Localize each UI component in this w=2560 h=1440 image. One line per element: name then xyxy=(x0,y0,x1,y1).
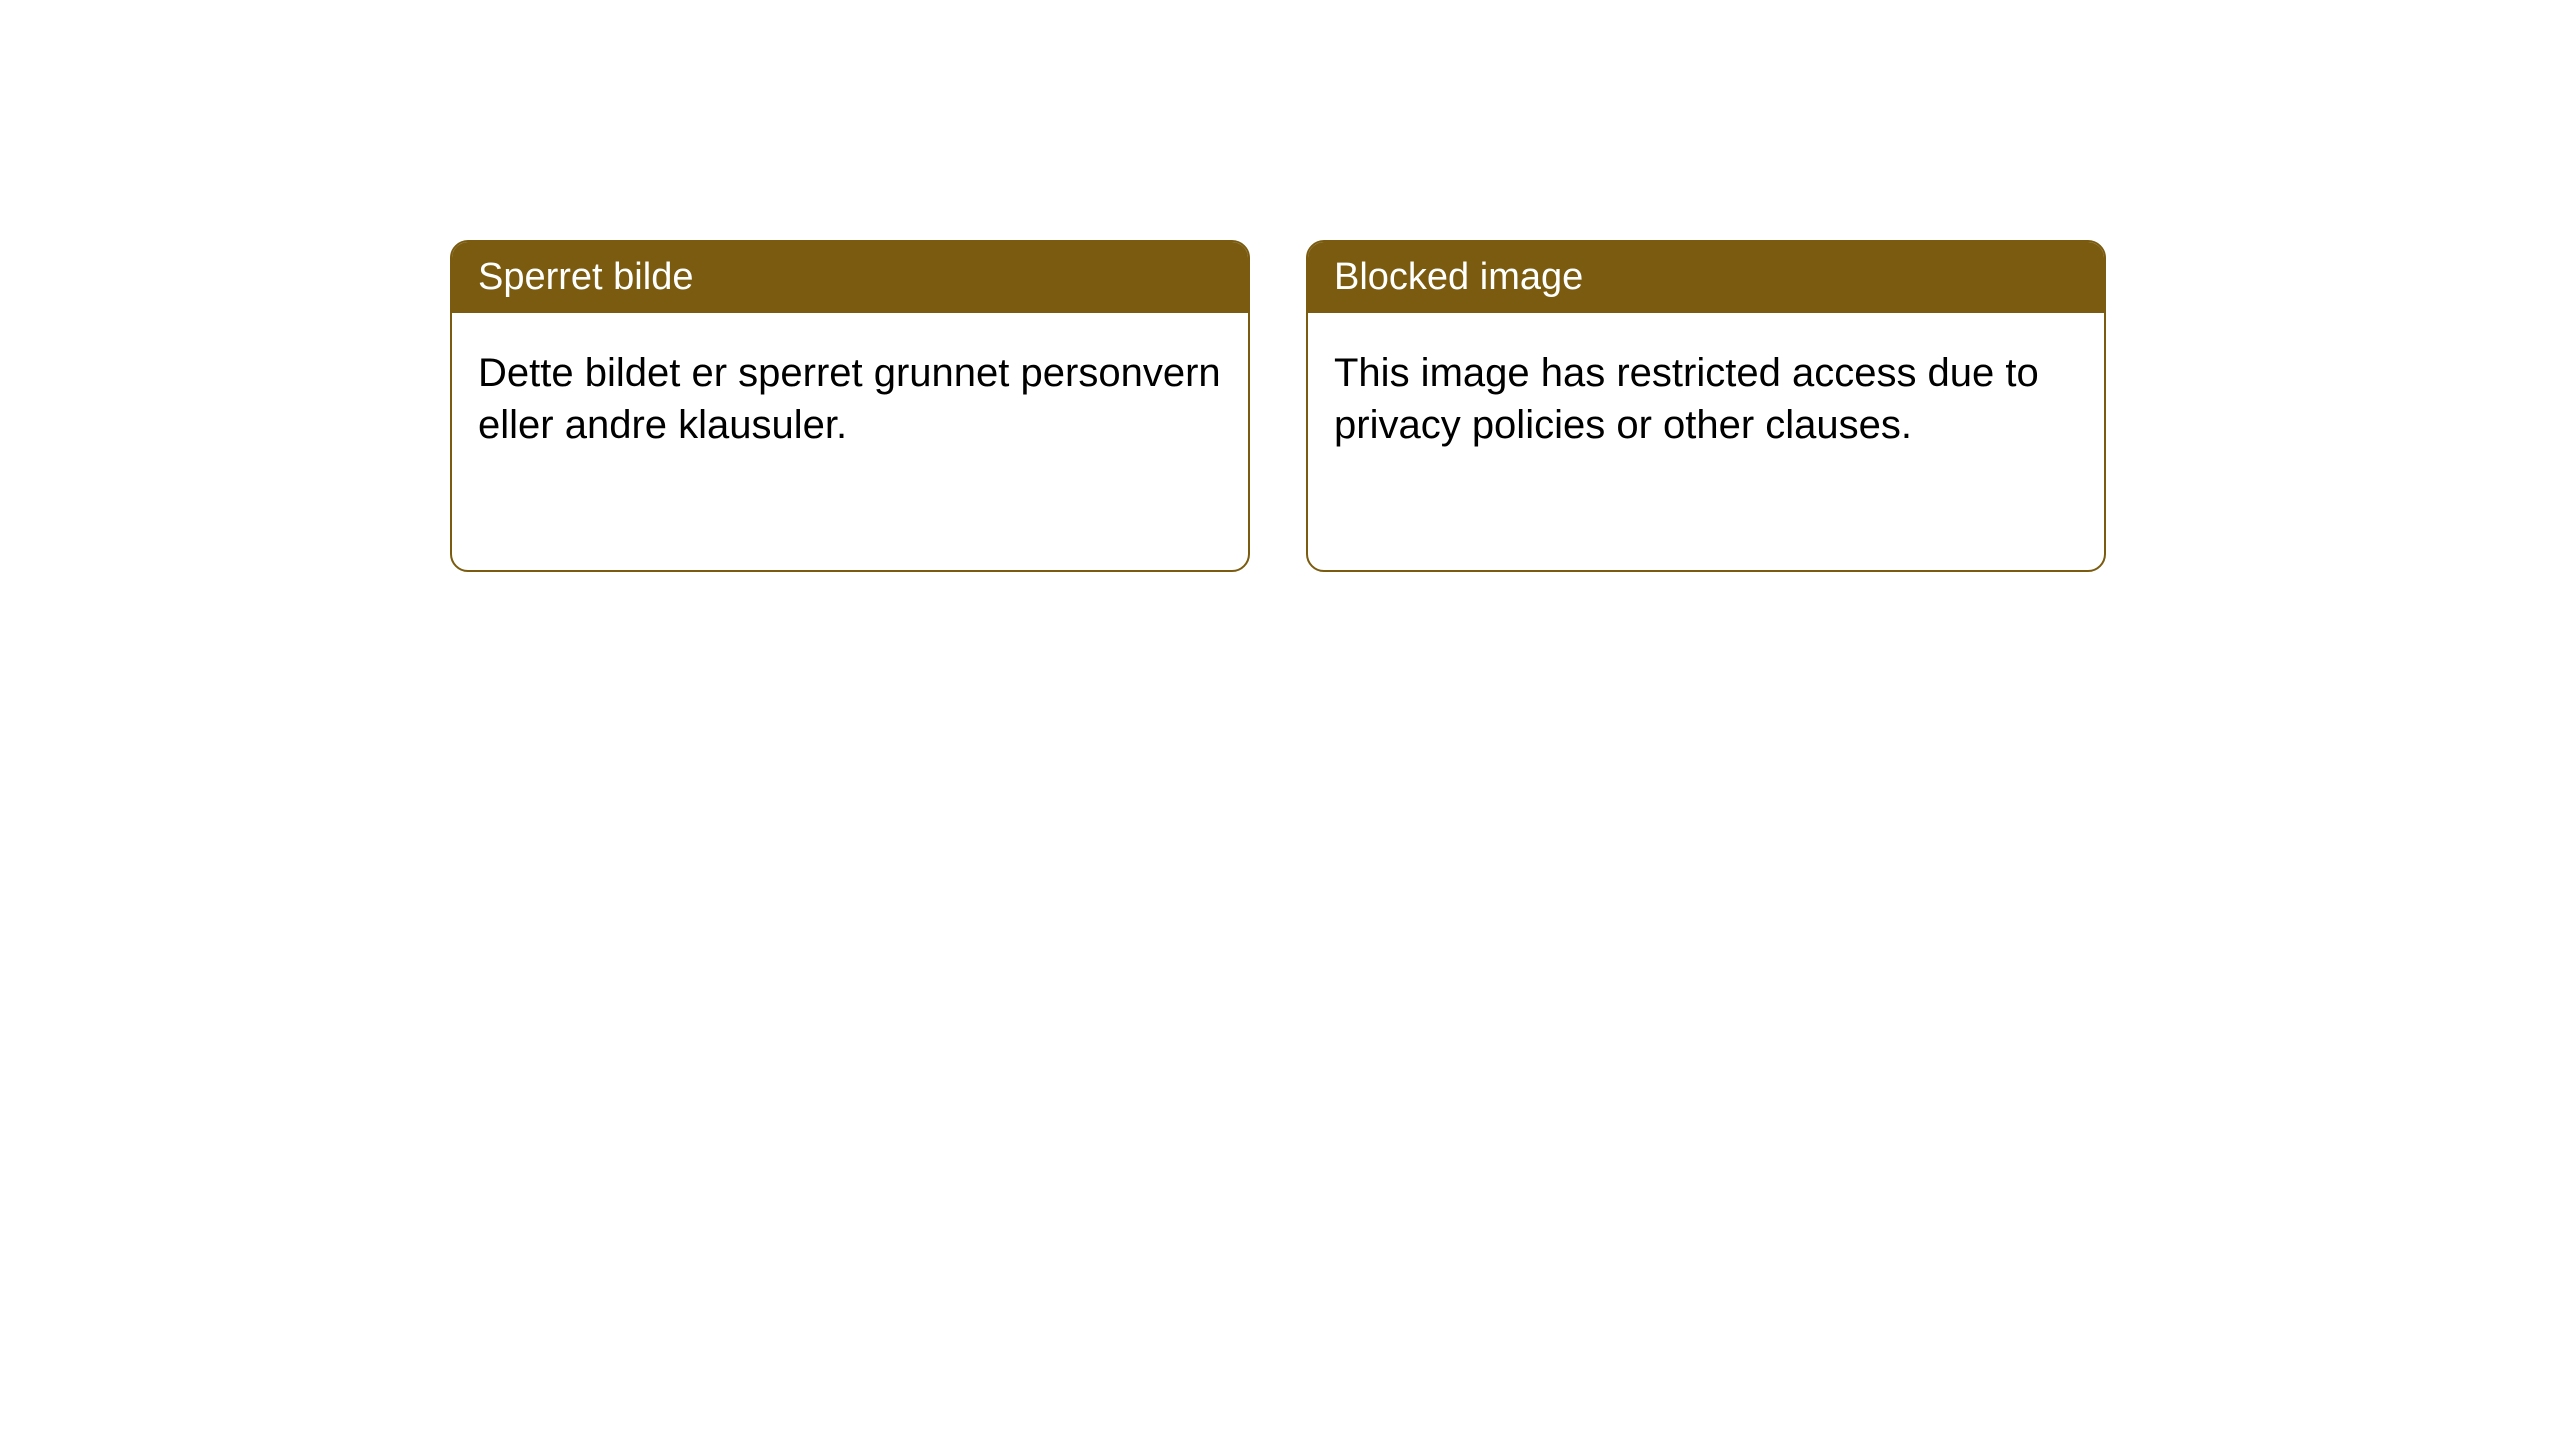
notice-card-body: Dette bildet er sperret grunnet personve… xyxy=(452,313,1248,485)
notice-card-row: Sperret bilde Dette bildet er sperret gr… xyxy=(0,0,2560,572)
notice-card-title: Sperret bilde xyxy=(452,242,1248,313)
notice-card-english: Blocked image This image has restricted … xyxy=(1306,240,2106,572)
notice-card-title: Blocked image xyxy=(1308,242,2104,313)
notice-card-body: This image has restricted access due to … xyxy=(1308,313,2104,485)
notice-card-norwegian: Sperret bilde Dette bildet er sperret gr… xyxy=(450,240,1250,572)
